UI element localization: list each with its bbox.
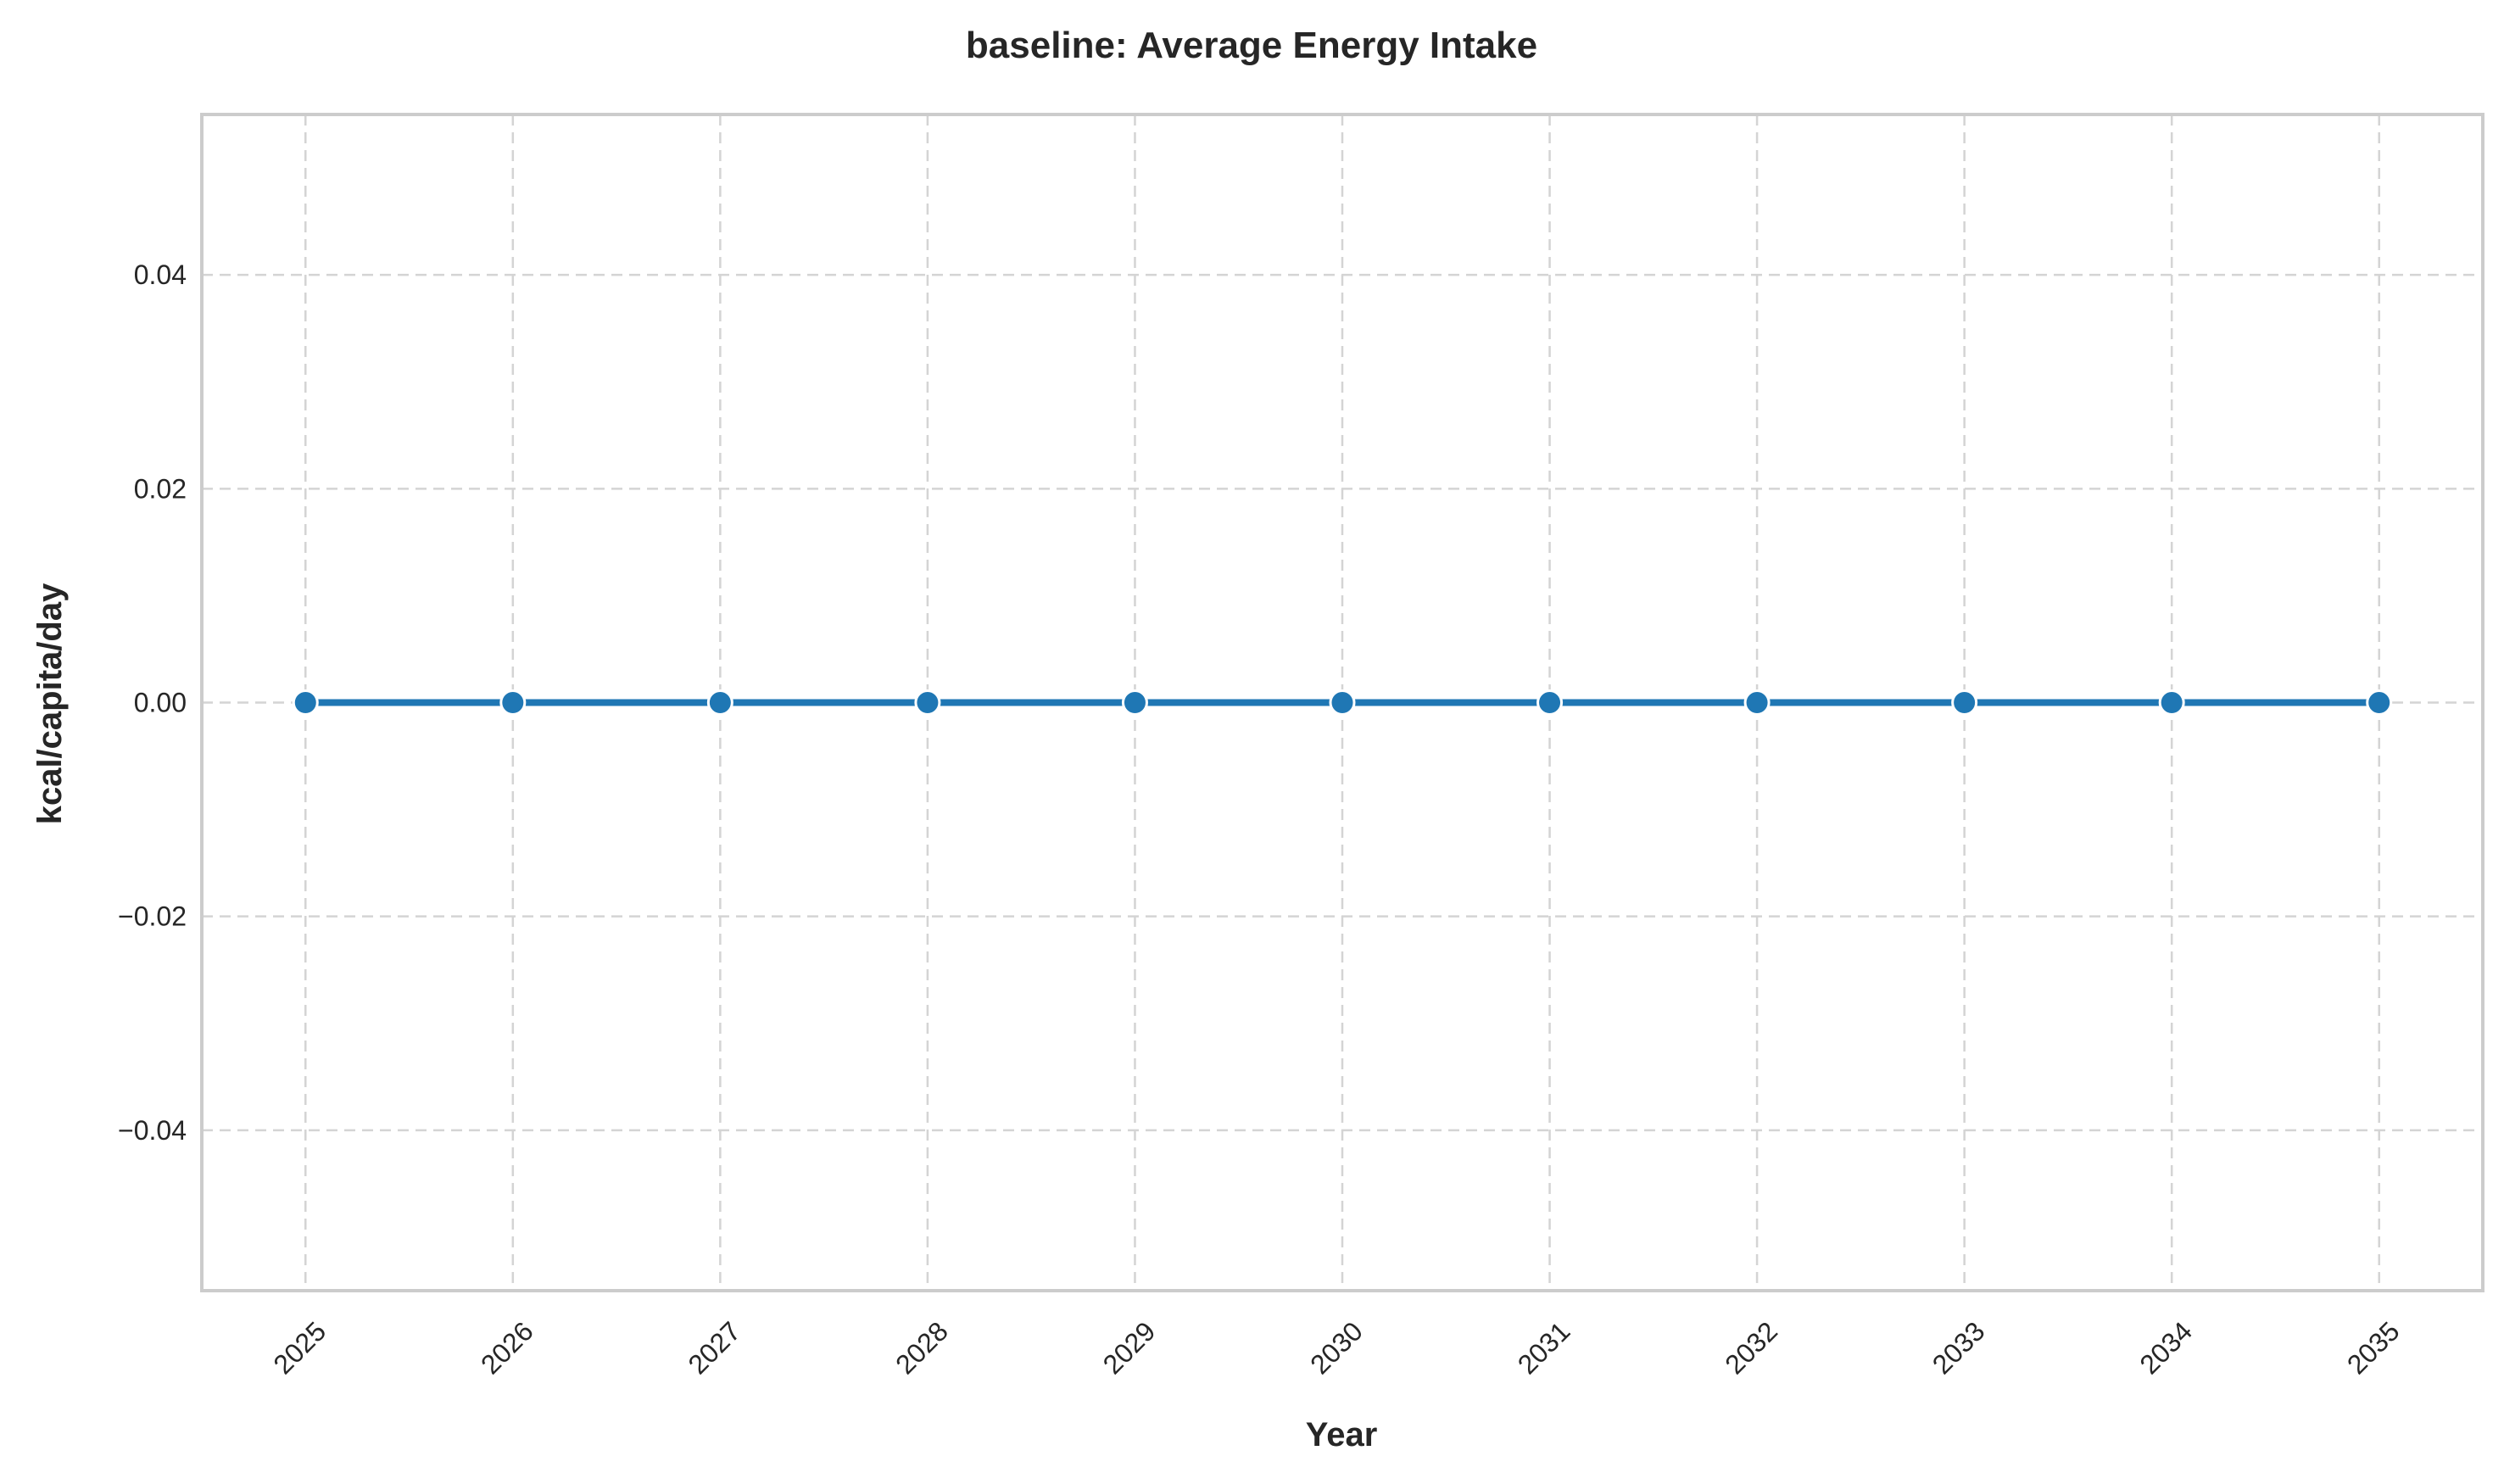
x-tick-label: 2026 <box>475 1315 539 1380</box>
y-tick-label: 0.04 <box>134 259 187 290</box>
series-layer <box>292 689 2393 716</box>
y-tick-label: 0.00 <box>134 688 187 718</box>
chart-title: baseline: Average Energy Intake <box>966 25 1537 66</box>
x-tick-label: 2028 <box>890 1315 954 1380</box>
data-point <box>499 689 527 716</box>
x-tick-label: 2032 <box>1719 1315 1783 1380</box>
data-point <box>292 689 319 716</box>
x-tick-label: 2033 <box>1927 1315 1991 1380</box>
data-point <box>1536 689 1564 716</box>
y-tick-label: 0.02 <box>134 473 187 504</box>
tick-labels: 2025 2026 2027 2028 2029 2030 2031 2032 2033 2034… <box>118 259 2406 1380</box>
data-point <box>914 689 941 716</box>
x-tick-label: 2031 <box>1512 1315 1576 1380</box>
data-point <box>2158 689 2185 716</box>
x-tick-label: 2030 <box>1304 1315 1369 1380</box>
x-tick-label: 2034 <box>2133 1315 2198 1380</box>
data-point <box>1329 689 1356 716</box>
data-point <box>2366 689 2393 716</box>
y-tick-label: −0.04 <box>118 1115 187 1146</box>
x-tick-label: 2025 <box>267 1315 332 1380</box>
x-tick-label: 2027 <box>683 1315 747 1380</box>
data-point <box>706 689 733 716</box>
x-tick-label: 2035 <box>2341 1315 2406 1380</box>
x-axis-label: Year <box>1306 1416 1378 1453</box>
y-tick-label: −0.02 <box>118 901 187 932</box>
data-point <box>1121 689 1148 716</box>
x-tick-label: 2029 <box>1097 1315 1162 1380</box>
data-point <box>1743 689 1771 716</box>
y-axis-label: kcal/capita/day <box>31 583 69 824</box>
plot-frame <box>200 113 2484 1292</box>
data-point <box>1951 689 1978 716</box>
